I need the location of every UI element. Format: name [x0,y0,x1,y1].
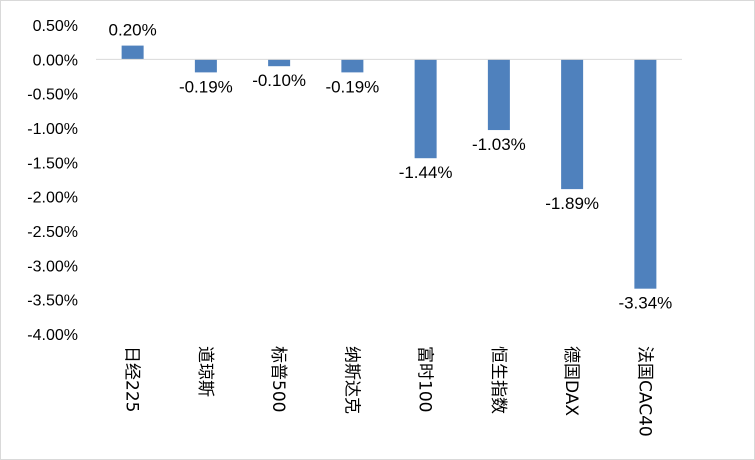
y-tick-label: -4.00% [27,327,78,344]
bar [634,59,657,289]
bar [121,45,144,60]
bar [268,59,291,67]
y-tick-label: -2.50% [27,224,78,241]
y-tick-label: -2.00% [27,190,78,207]
bar [487,59,510,131]
x-axis-category-labels: 日经225 道琼斯 标普500 纳斯达克 富时100 恒生指数 德国DAX 法国CAC40 [122,346,655,437]
data-label: -1.03% [472,135,526,154]
category-label: 恒生指数 [488,346,508,414]
bar [561,59,584,190]
bar [414,59,437,159]
data-label: -0.10% [252,71,306,90]
data-labels: 0.20% -0.19% -0.10% -0.19% -1.44% -1.03% -1.89… [109,21,673,313]
data-label: -0.19% [325,77,379,96]
y-tick-label: -3.50% [27,293,78,310]
y-tick-label: 0.00% [33,52,78,69]
data-label: -0.19% [179,77,233,96]
category-label: 纳斯达克 [341,346,361,414]
data-label: -1.44% [399,163,453,182]
y-tick-label: -0.50% [27,87,78,104]
y-tick-label: -1.00% [27,121,78,138]
data-label: -1.89% [545,194,599,213]
category-label: 德国DAX [561,346,581,416]
bars [121,45,657,289]
y-tick-label: -3.00% [27,258,78,275]
category-label: 标普500 [268,346,288,412]
category-label: 法国CAC40 [634,346,654,437]
y-tick-label: -1.50% [27,155,78,172]
category-label: 道琼斯 [195,346,215,397]
y-axis-tick-labels: 0.50% 0.00% -0.50% -1.00% -1.50% -2.00% -2.50%… [27,18,78,344]
category-label: 日经225 [122,346,142,412]
y-tick-label: 0.50% [33,18,78,35]
category-label: 富时100 [415,346,435,412]
bar [341,59,364,73]
bar [194,59,217,73]
data-label: 0.20% [109,21,157,40]
data-label: -3.34% [618,294,672,313]
